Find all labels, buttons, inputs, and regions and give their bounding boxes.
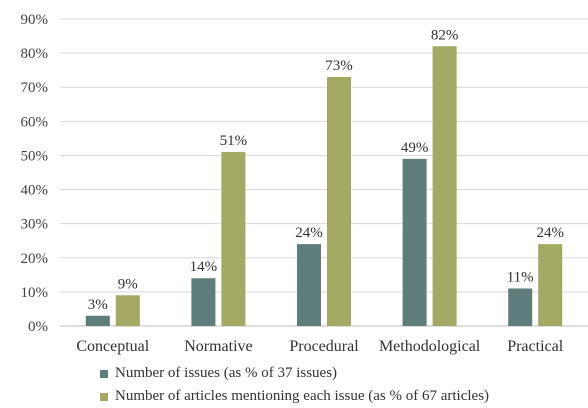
legend-label-articles: Number of articles mentioning each issue… [115,388,490,404]
data-label: 11% [507,269,534,285]
legend: Number of issues (as % of 37 issues) Num… [100,362,489,408]
y-axis-ticks: 0% 10% 20% 30% 40% 50% 60% 70% 80% 90% [21,12,49,335]
bar-methodological-series-2 [432,46,457,327]
y-tick-label: 0% [28,319,48,335]
y-tick-label: 90% [21,12,49,28]
data-label: 82% [431,27,459,43]
data-label: 24% [295,225,323,241]
data-label: 24% [536,225,564,241]
legend-item-articles: Number of articles mentioning each issue… [100,385,489,408]
y-tick-label: 60% [21,114,49,130]
bar-practical-series-2 [538,244,563,326]
data-label: 3% [88,297,108,313]
data-label: 49% [401,140,429,156]
bar-conceptual-series-2 [115,295,140,326]
bar-procedural-series-1 [297,244,321,326]
bar-normative-series-1 [191,278,216,326]
bar-conceptual-series-1 [85,315,110,326]
category-label: Conceptual [76,338,149,355]
data-label: 73% [325,58,353,74]
y-tick-label: 80% [21,46,49,62]
legend-label-issues: Number of issues (as % of 37 issues) [115,365,338,381]
data-label: 14% [190,259,218,275]
y-tick-label: 40% [21,183,49,199]
gridlines [60,18,588,327]
bar-normative-series-2 [221,152,246,326]
category-label: Procedural [289,338,359,355]
legend-item-issues: Number of issues (as % of 37 issues) [100,362,489,385]
y-tick-label: 20% [21,251,49,267]
y-tick-label: 10% [21,285,49,301]
data-labels: 3% 9% 14% 51% 24% 73% 49% 82% 11% 24% [88,27,564,312]
bar-procedural-series-2 [327,76,351,326]
category-label: Normative [184,338,252,355]
bar-methodological-series-1 [402,158,427,326]
data-label: 51% [220,133,248,149]
legend-swatch-issues [100,369,108,378]
y-tick-label: 70% [21,80,49,96]
category-label: Methodological [379,338,481,355]
legend-swatch-articles [100,392,108,401]
y-tick-label: 50% [21,148,49,164]
data-label: 9% [118,276,138,292]
bar-practical-series-1 [508,288,533,326]
x-axis-categories: Conceptual Normative Procedural Methodologi… [76,338,563,355]
bars [85,46,563,327]
y-tick-label: 30% [21,217,49,233]
category-label: Practical [507,338,564,355]
